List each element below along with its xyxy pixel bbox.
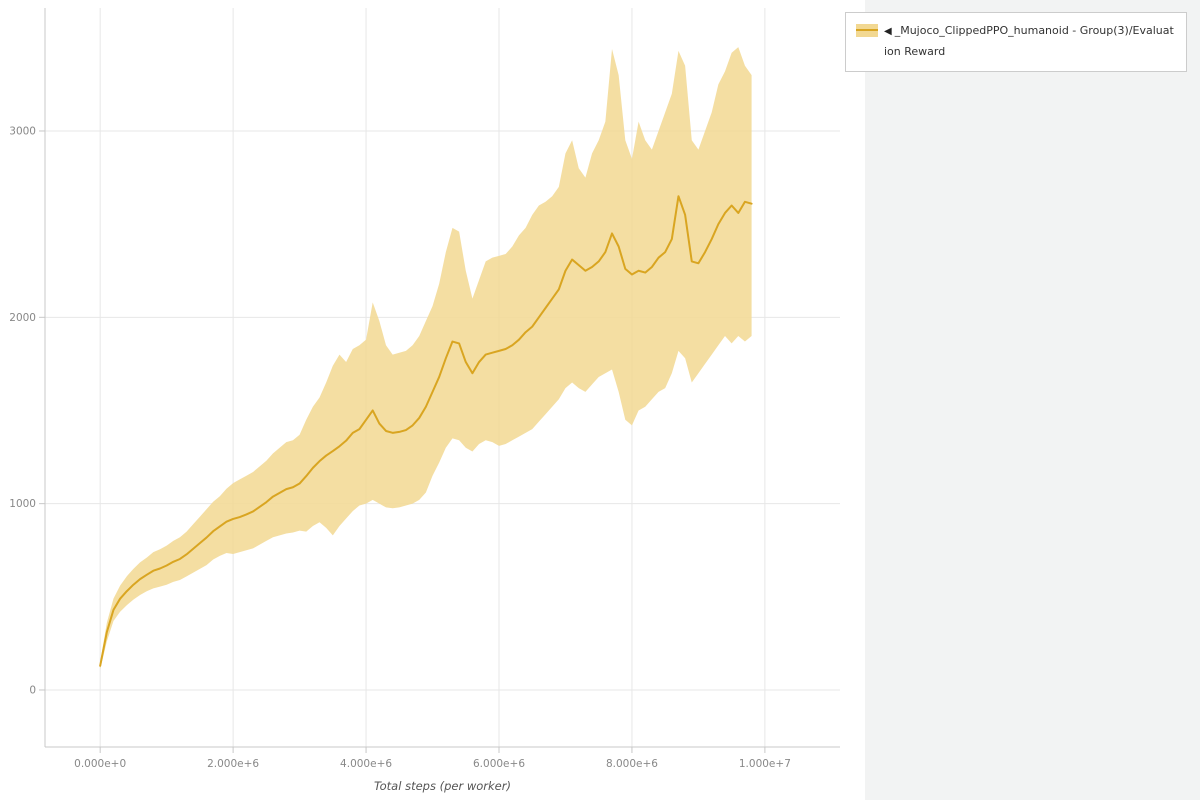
x-tick-label: 2.000e+6 — [207, 758, 259, 770]
legend-swatch-icon — [856, 24, 878, 37]
legend: ◀ _Mujoco_ClippedPPO_humanoid - Group(3)/… — [845, 12, 1187, 72]
mean-line — [99, 195, 753, 667]
x-axis-label: Total steps (per worker) — [374, 779, 511, 793]
y-tick-label: 3000 — [9, 125, 36, 137]
reward-chart[interactable]: 0.000e+0 2.000e+6 4.000e+6 6.000e+6 8.000e+6… — [0, 0, 865, 800]
y-tick-label: 0 — [29, 684, 36, 696]
x-tick-label: 8.000e+6 — [606, 758, 658, 770]
x-tick-label: 1.000e+7 — [739, 758, 791, 770]
legend-label-text: _Mujoco_ClippedPPO_humanoid - Group(3)/E… — [884, 24, 1174, 58]
axes: 0.000e+0 2.000e+6 4.000e+6 6.000e+6 8.000e+6… — [9, 8, 840, 770]
y-tick-label: 1000 — [9, 498, 36, 510]
y-tick-label: 2000 — [9, 312, 36, 324]
x-tick-label: 6.000e+6 — [473, 758, 525, 770]
x-tick-label: 4.000e+6 — [340, 758, 392, 770]
legend-swatch-line — [856, 29, 878, 31]
legend-label: ◀ _Mujoco_ClippedPPO_humanoid - Group(3)/… — [884, 21, 1176, 63]
confidence-band — [100, 47, 752, 670]
chart-figure: 0.000e+0 2.000e+6 4.000e+6 6.000e+6 8.000e+6… — [0, 0, 865, 800]
legend-marker-icon: ◀ — [884, 26, 892, 37]
legend-entry[interactable]: ◀ _Mujoco_ClippedPPO_humanoid - Group(3)/… — [856, 21, 1176, 63]
x-tick-label: 0.000e+0 — [74, 758, 126, 770]
